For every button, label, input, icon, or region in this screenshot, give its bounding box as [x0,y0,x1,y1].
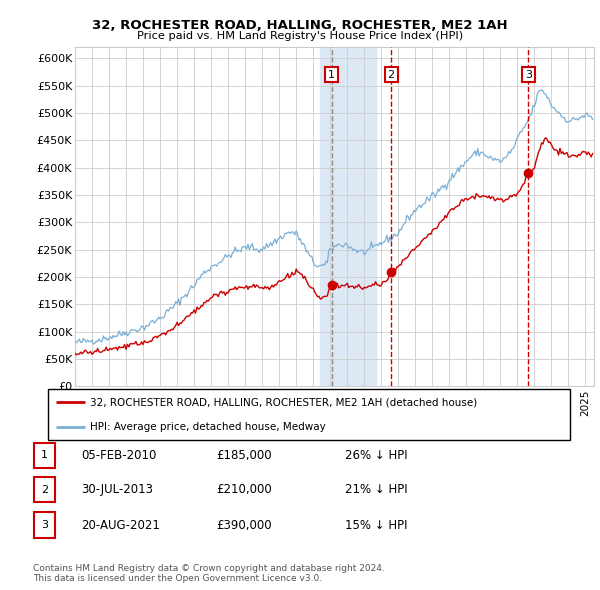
Bar [320,47,376,386]
Text: 1: 1 [41,451,48,460]
Text: £210,000: £210,000 [216,483,272,496]
Text: 2: 2 [388,70,395,80]
Text: £185,000: £185,000 [216,449,272,462]
Text: 15% ↓ HPI: 15% ↓ HPI [345,519,407,532]
Text: Price paid vs. HM Land Registry's House Price Index (HPI): Price paid vs. HM Land Registry's House … [137,31,463,41]
Text: 3: 3 [525,70,532,80]
Text: HPI: Average price, detached house, Medway: HPI: Average price, detached house, Medw… [90,421,326,431]
Text: 32, ROCHESTER ROAD, HALLING, ROCHESTER, ME2 1AH: 32, ROCHESTER ROAD, HALLING, ROCHESTER, … [92,19,508,32]
Text: 1: 1 [328,70,335,80]
Text: 21% ↓ HPI: 21% ↓ HPI [345,483,407,496]
Text: 26% ↓ HPI: 26% ↓ HPI [345,449,407,462]
Text: 05-FEB-2010: 05-FEB-2010 [81,449,157,462]
Text: 2: 2 [41,485,48,494]
Text: 30-JUL-2013: 30-JUL-2013 [81,483,153,496]
Text: 32, ROCHESTER ROAD, HALLING, ROCHESTER, ME2 1AH (detached house): 32, ROCHESTER ROAD, HALLING, ROCHESTER, … [90,398,477,408]
Text: 3: 3 [41,520,48,530]
Text: Contains HM Land Registry data © Crown copyright and database right 2024.
This d: Contains HM Land Registry data © Crown c… [33,563,385,583]
Text: 20-AUG-2021: 20-AUG-2021 [81,519,160,532]
Text: £390,000: £390,000 [216,519,272,532]
